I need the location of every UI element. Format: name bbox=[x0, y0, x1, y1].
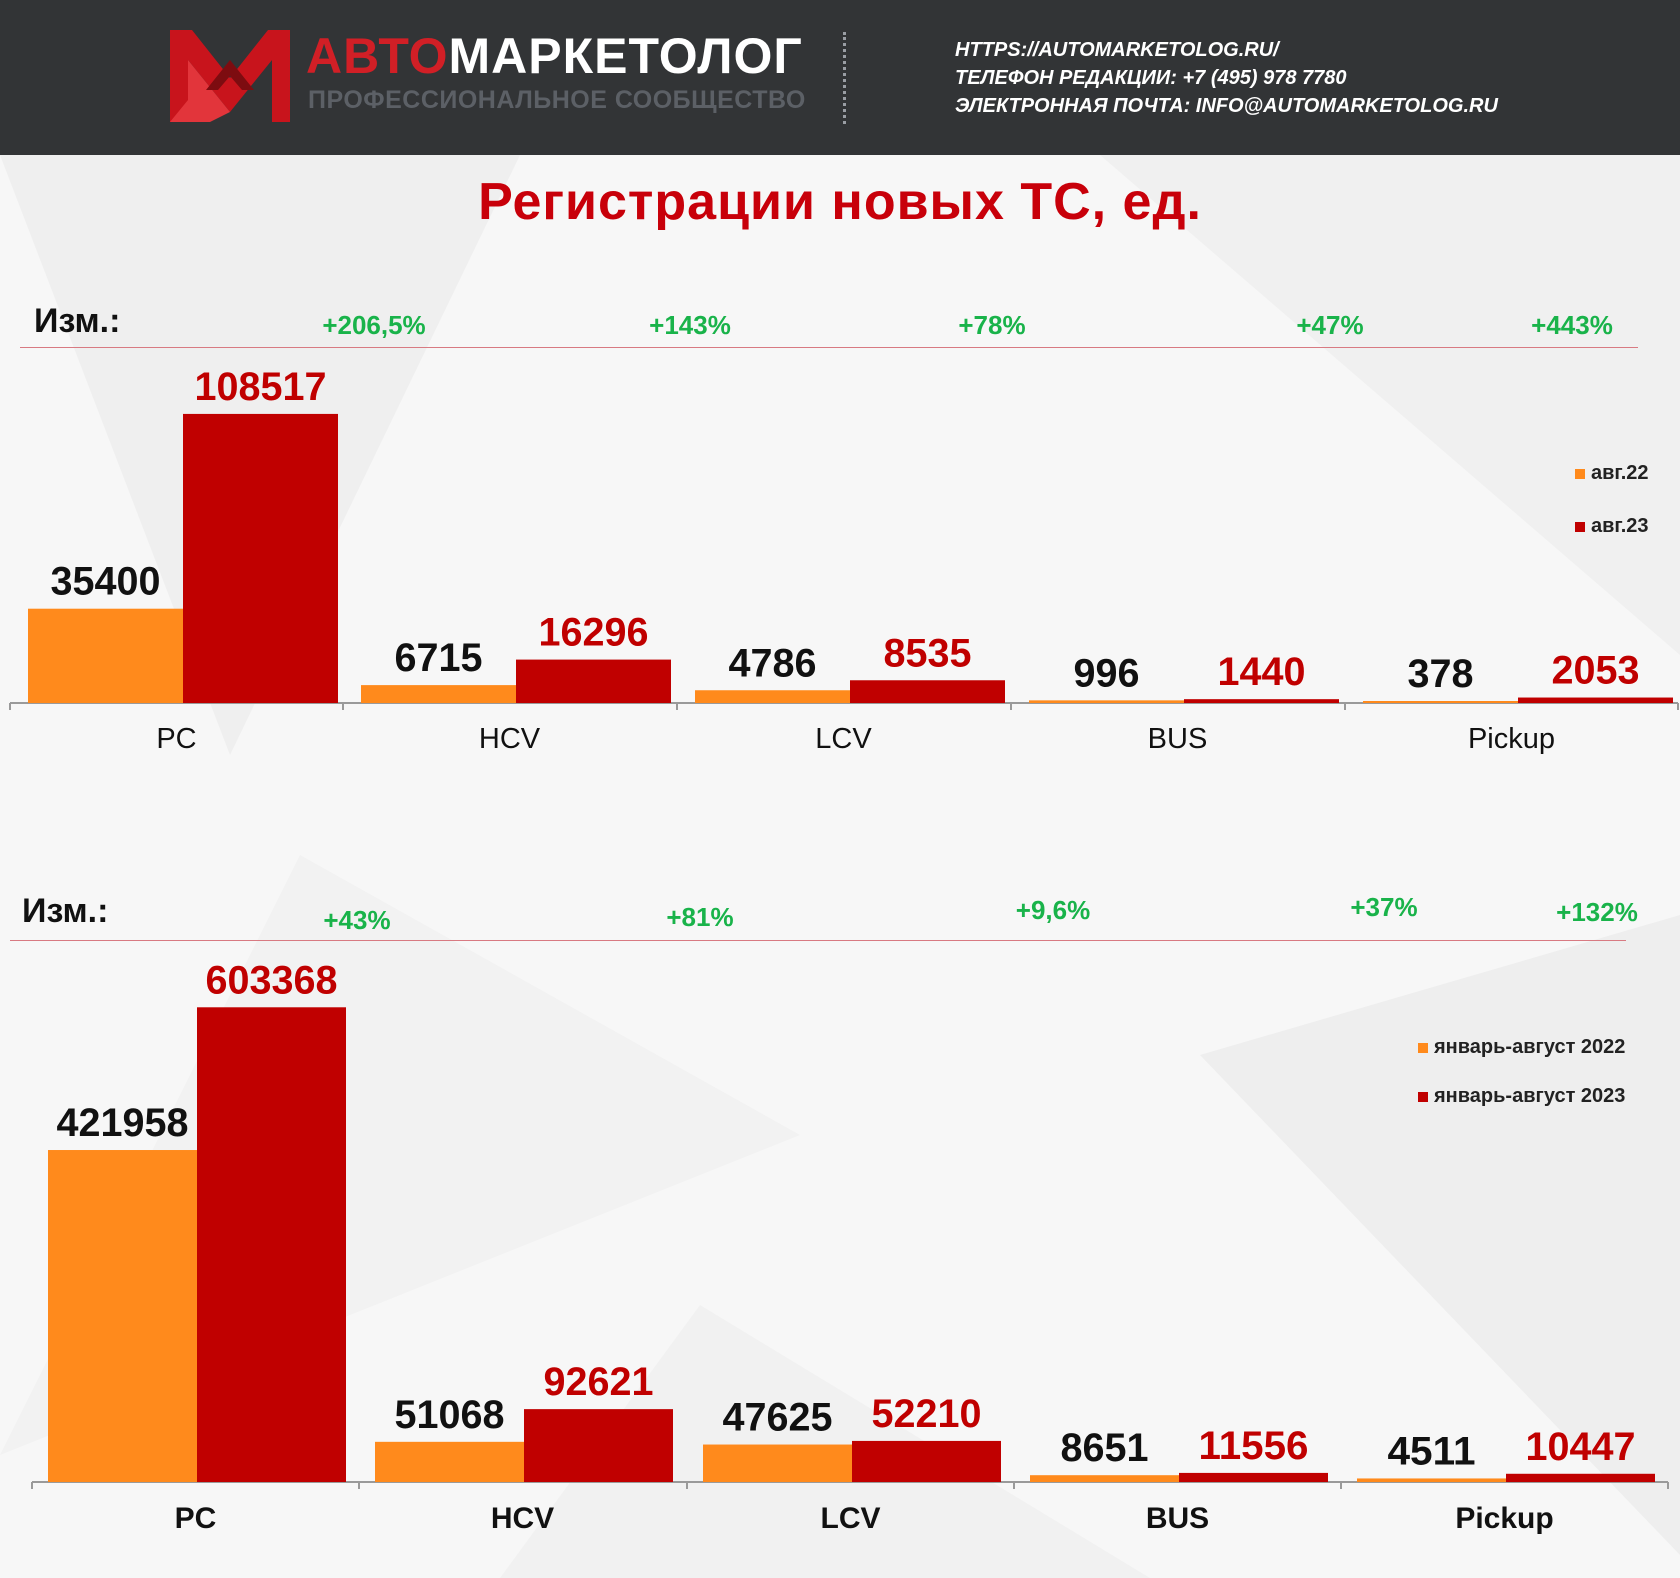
change-value-lcv: +78% bbox=[958, 310, 1026, 340]
background-pattern bbox=[0, 155, 1680, 1578]
change-value-pickup: +132% bbox=[1556, 897, 1638, 927]
data-label-hcv-series-1: 51068 bbox=[395, 1393, 505, 1437]
legend-swatch bbox=[1418, 1091, 1428, 1102]
data-label-pickup-series-2: 2053 bbox=[1552, 649, 1640, 693]
data-label-bus-series-2: 11556 bbox=[1199, 1424, 1309, 1468]
category-label-hcv: HCV bbox=[491, 1502, 554, 1535]
change-value-lcv: +9,6% bbox=[1015, 895, 1091, 925]
legend-label: январь-август 2023 bbox=[1434, 1085, 1626, 1107]
category-label-hcv: HCV bbox=[479, 723, 541, 755]
data-label-bus-series-2: 1440 bbox=[1218, 650, 1306, 694]
bar-hcv-series-1 bbox=[375, 1441, 524, 1482]
chart-ytd-section: Изм.: январь-август 2022 январь-август 2… bbox=[0, 880, 1680, 1540]
bar-hcv-series-2 bbox=[524, 1409, 673, 1482]
data-label-pickup-series-2: 10447 bbox=[1526, 1425, 1636, 1469]
category-label-bus: BUS bbox=[1146, 1502, 1209, 1535]
legend-label: январь-август 2022 bbox=[1434, 1036, 1626, 1058]
change-label: Изм.: bbox=[34, 302, 121, 340]
change-value-pc: +206,5% bbox=[322, 310, 426, 340]
bar-pc-series-2 bbox=[197, 1007, 346, 1482]
bar-bus-series-1 bbox=[1029, 700, 1184, 703]
contact-block: HTTPS://AUTOMARKETOLOG.RU/ ТЕЛЕФОН РЕДАК… bbox=[955, 36, 1498, 120]
legend-item-ytd2022: январь-август 2022 bbox=[1418, 1036, 1625, 1059]
chart-legend: авг.22 авг.23 bbox=[1575, 462, 1649, 538]
category-label-pc: PC bbox=[175, 1502, 217, 1535]
data-label-pc-series-1: 421958 bbox=[57, 1101, 189, 1145]
bar-lcv-series-1 bbox=[695, 690, 850, 703]
data-label-lcv-series-1: 47625 bbox=[723, 1396, 833, 1440]
chart-legend: январь-август 2022 январь-август 2023 bbox=[1418, 1036, 1625, 1108]
contact-email[interactable]: ЭЛЕКТРОННАЯ ПОЧТА: INFO@AUTOMARKETOLOG.R… bbox=[955, 95, 1498, 117]
change-value-hcv: +143% bbox=[649, 310, 731, 340]
category-label-bus: BUS bbox=[1148, 723, 1208, 755]
change-value-pc: +43% bbox=[323, 905, 391, 935]
change-label: Изм.: bbox=[22, 892, 109, 930]
bar-lcv-series-2 bbox=[850, 680, 1005, 703]
bar-chart-ytd: 421958 603368 PC 51068 92621 HCV 47625 52210 LCV… bbox=[31, 958, 1669, 1535]
bar-hcv-series-2 bbox=[516, 659, 671, 703]
contact-phone: ТЕЛЕФОН РЕДАКЦИИ: +7 (495) 978 7780 bbox=[955, 67, 1347, 89]
bar-lcv-series-1 bbox=[703, 1444, 852, 1482]
legend-swatch bbox=[1575, 521, 1585, 532]
data-label-hcv-series-1: 6715 bbox=[395, 636, 483, 680]
change-separator bbox=[20, 347, 1638, 348]
contact-url[interactable]: HTTPS://AUTOMARKETOLOG.RU/ bbox=[955, 39, 1279, 61]
header-divider bbox=[843, 32, 846, 124]
data-label-bus-series-1: 996 bbox=[1074, 651, 1140, 695]
data-label-pickup-series-1: 4511 bbox=[1388, 1429, 1476, 1473]
bar-bus-series-1 bbox=[1030, 1475, 1179, 1482]
data-label-pc-series-1: 35400 bbox=[51, 560, 161, 604]
data-label-pickup-series-1: 378 bbox=[1408, 652, 1474, 696]
legend-item-aug23: авг.23 bbox=[1575, 515, 1649, 538]
data-label-lcv-series-1: 4786 bbox=[729, 641, 817, 685]
bar-bus-series-2 bbox=[1179, 1472, 1328, 1482]
data-label-lcv-series-2: 52210 bbox=[872, 1392, 982, 1436]
category-label-pc: PC bbox=[156, 723, 196, 755]
chart-monthly-section: Изм.: авг.22 авг.23 35400 108517 PC 6715 162… bbox=[0, 290, 1680, 760]
bar-pickup-series-2 bbox=[1518, 697, 1673, 703]
data-label-bus-series-1: 8651 bbox=[1061, 1426, 1149, 1470]
category-label-lcv: LCV bbox=[821, 1502, 881, 1535]
bar-pc-series-1 bbox=[48, 1150, 197, 1482]
bar-lcv-series-2 bbox=[852, 1440, 1001, 1482]
data-label-hcv-series-2: 92621 bbox=[544, 1360, 654, 1404]
category-label-pickup: Pickup bbox=[1468, 723, 1555, 755]
change-value-pickup: +443% bbox=[1531, 310, 1613, 340]
data-label-pc-series-2: 108517 bbox=[195, 365, 327, 409]
data-label-lcv-series-2: 8535 bbox=[884, 631, 972, 675]
change-separator bbox=[10, 940, 1626, 941]
legend-swatch bbox=[1418, 1042, 1428, 1053]
brand-name: АВТОМАРКЕТОЛОГ bbox=[306, 28, 803, 84]
brand-part-marketolog: МАРКЕТОЛОГ bbox=[448, 28, 803, 84]
legend-label: авг.22 bbox=[1591, 462, 1649, 484]
change-value-bus: +37% bbox=[1350, 892, 1418, 922]
legend-swatch bbox=[1575, 468, 1585, 479]
change-value-hcv: +81% bbox=[666, 902, 734, 932]
bar-chart-monthly: 35400 108517 PC 6715 16296 HCV 4786 8535 LCV 996 1… bbox=[9, 365, 1679, 755]
legend-item-aug22: авг.22 bbox=[1575, 462, 1649, 485]
legend-label: авг.23 bbox=[1591, 515, 1649, 537]
bar-pickup-series-1 bbox=[1357, 1478, 1506, 1482]
data-label-hcv-series-2: 16296 bbox=[539, 611, 649, 655]
bar-pickup-series-1 bbox=[1363, 701, 1518, 703]
page-title: Регистрации новых ТС, ед. bbox=[478, 173, 1202, 231]
bar-hcv-series-1 bbox=[361, 685, 516, 703]
data-label-pc-series-2: 603368 bbox=[206, 958, 338, 1002]
category-label-pickup: Pickup bbox=[1455, 1502, 1553, 1535]
automarketolog-logo-icon bbox=[170, 30, 290, 122]
legend-item-ytd2023: январь-август 2023 bbox=[1418, 1085, 1625, 1108]
brand-tagline: ПРОФЕССИОНАЛЬНОЕ СООБЩЕСТВО bbox=[308, 86, 806, 114]
change-value-bus: +47% bbox=[1296, 310, 1364, 340]
brand-part-auto: АВТО bbox=[306, 28, 449, 84]
category-label-lcv: LCV bbox=[815, 723, 872, 755]
bar-bus-series-2 bbox=[1184, 699, 1339, 703]
bar-pc-series-2 bbox=[183, 413, 338, 703]
header-banner: АВТОМАРКЕТОЛОГ ПРОФЕССИОНАЛЬНОЕ СООБЩЕСТ… bbox=[0, 0, 1680, 155]
bar-pickup-series-2 bbox=[1506, 1473, 1655, 1482]
bar-pc-series-1 bbox=[28, 608, 183, 703]
